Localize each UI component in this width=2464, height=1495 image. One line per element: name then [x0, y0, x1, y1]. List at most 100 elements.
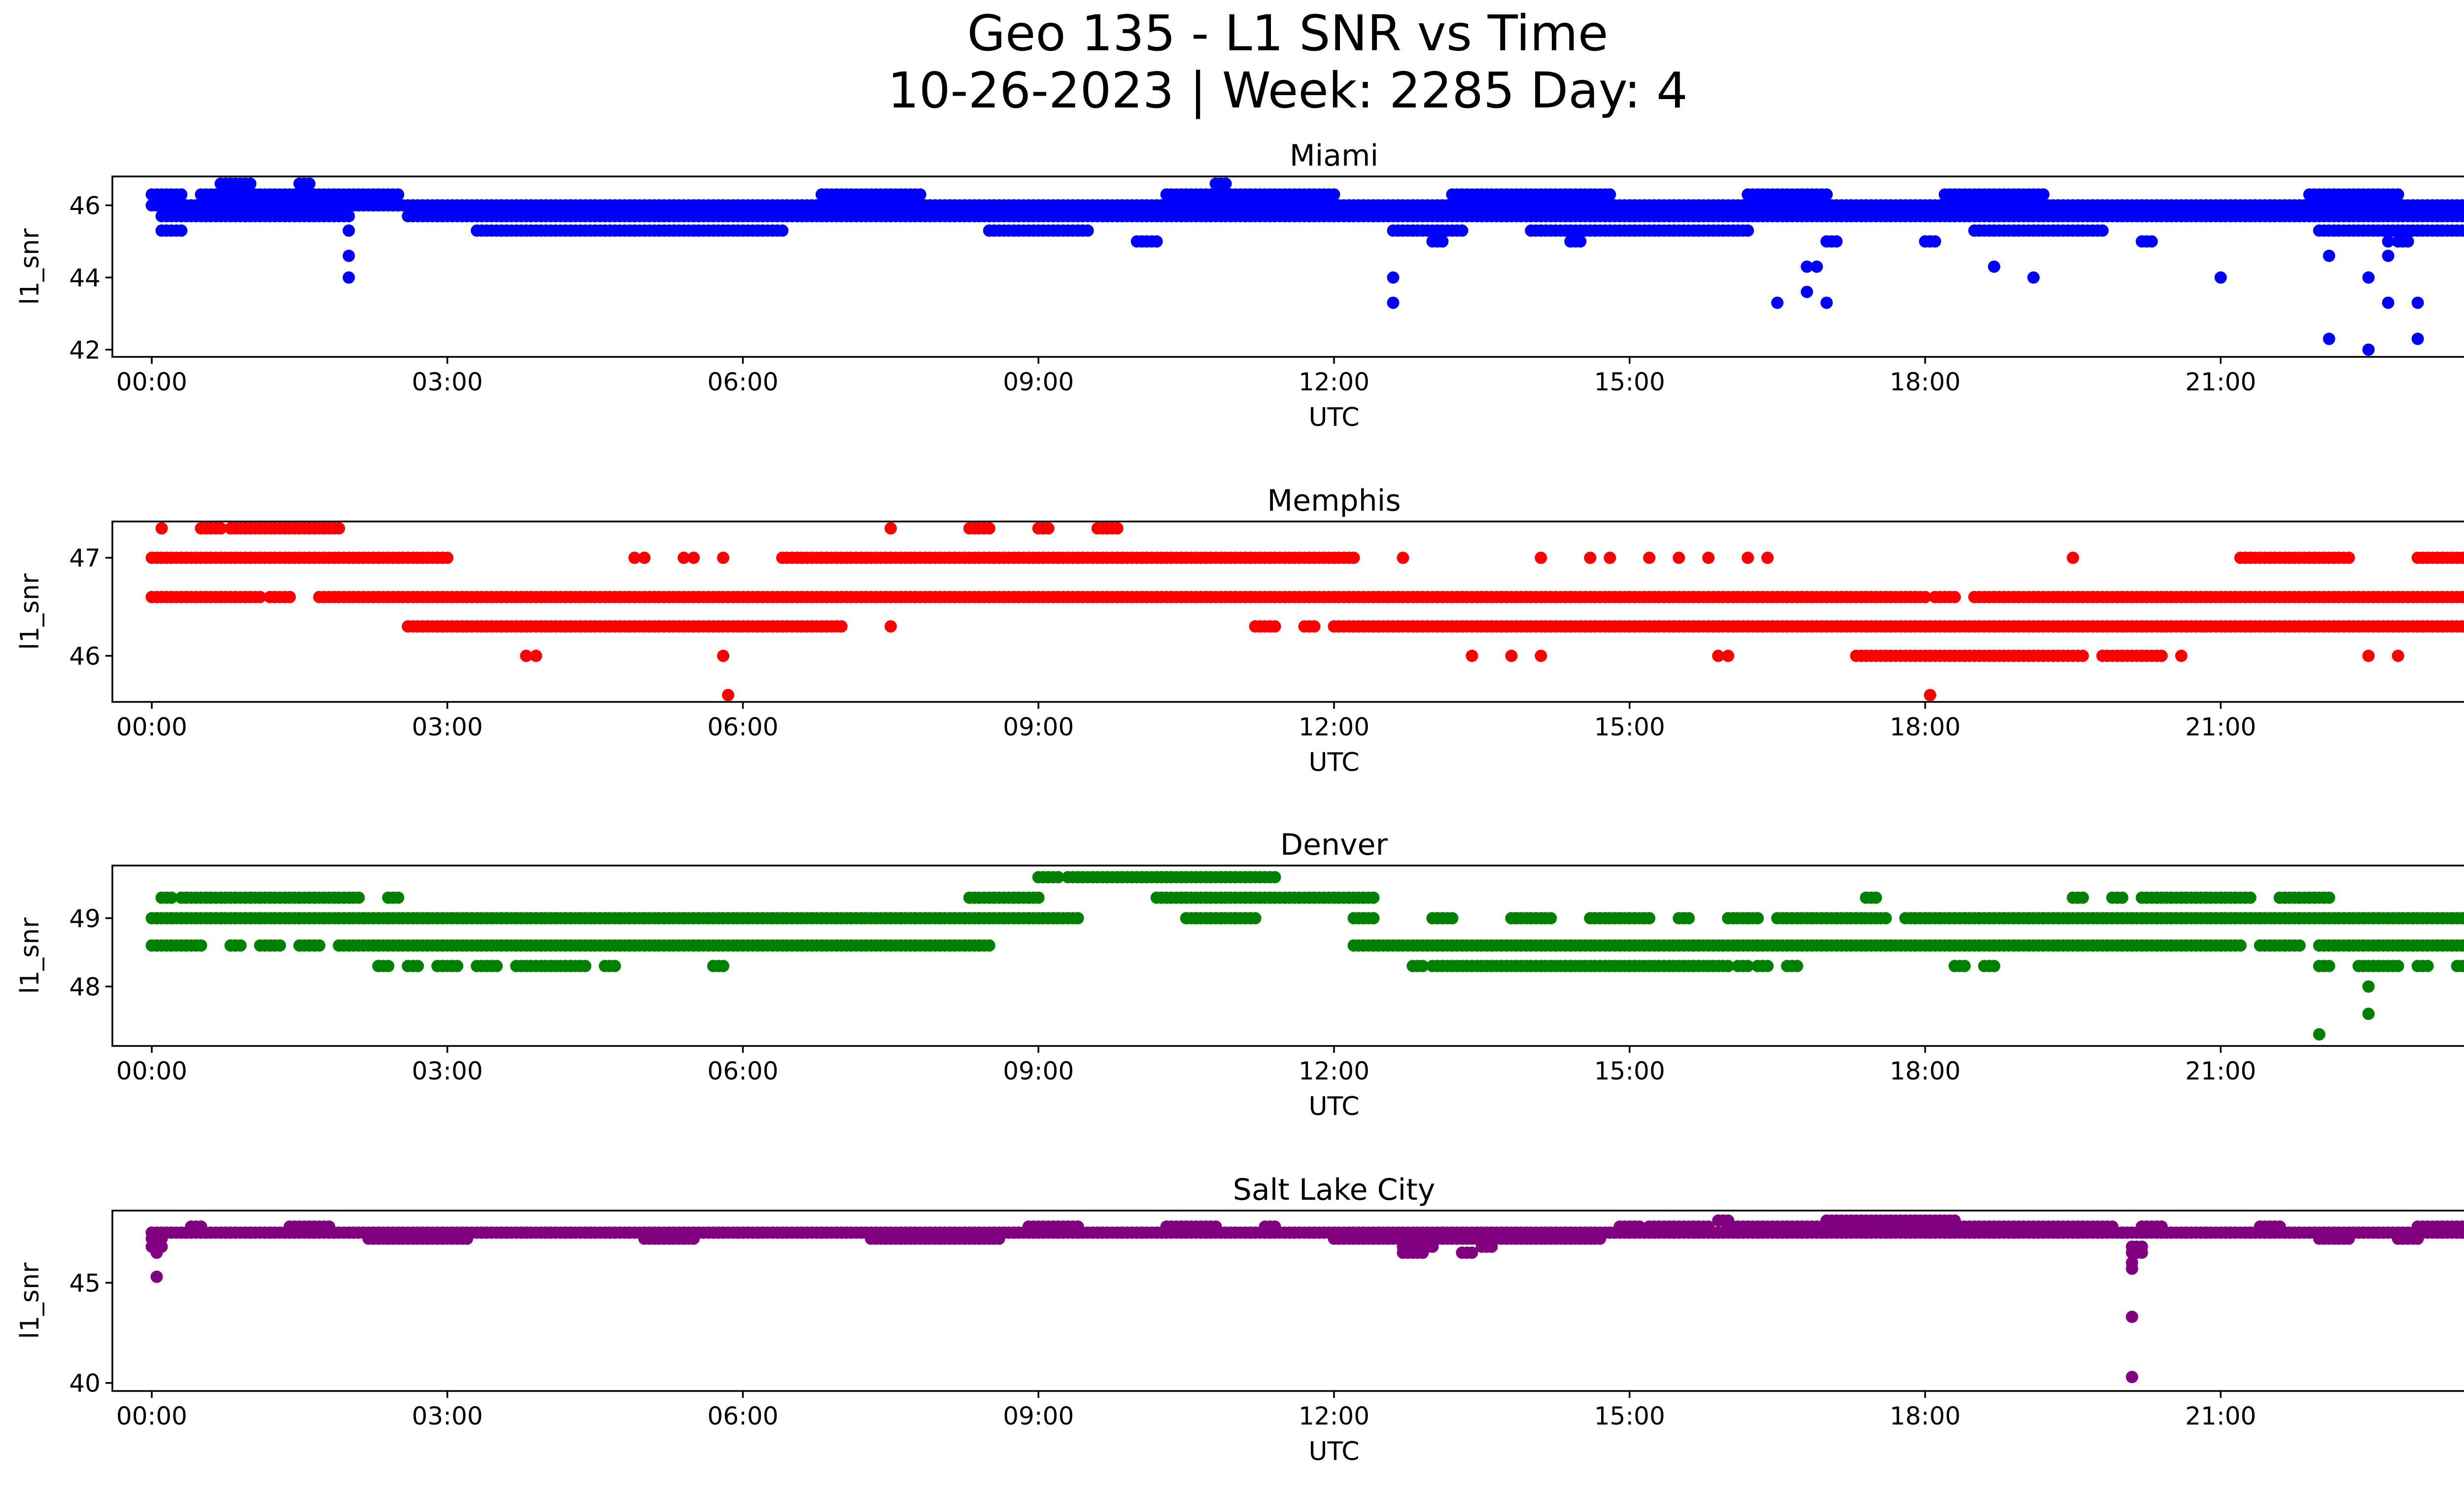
miami-point — [175, 224, 188, 237]
denver-point — [1742, 960, 1754, 973]
denver-y-axis-label: l1_snr — [15, 917, 45, 994]
miami-point — [1436, 235, 1449, 248]
memphis-point — [2392, 650, 2404, 662]
salt-lake-city-x-tick-label: 06:00 — [707, 1402, 778, 1430]
memphis-point — [2076, 650, 2089, 662]
denver-point — [411, 960, 424, 973]
denver-point — [1249, 912, 1262, 925]
memphis-point — [1604, 552, 1616, 564]
memphis-point — [884, 522, 897, 535]
denver-point — [392, 891, 405, 904]
miami-point — [175, 188, 188, 201]
salt-lake-city-x-tick-label: 12:00 — [1299, 1402, 1369, 1430]
denver-x-tick-label: 00:00 — [116, 1057, 187, 1085]
salt-lake-city-point — [1466, 1246, 1478, 1259]
miami-series — [145, 177, 2464, 356]
memphis-point — [530, 650, 543, 662]
denver-point — [1870, 891, 1882, 904]
miami-point — [1604, 188, 1616, 201]
denver-point — [382, 960, 395, 973]
memphis-point — [1397, 552, 1409, 564]
memphis-point — [722, 689, 734, 701]
miami-point — [2362, 271, 2375, 284]
denver-point — [983, 939, 995, 952]
memphis-point — [1742, 552, 1754, 564]
salt-lake-city-point — [1949, 1214, 1961, 1227]
miami-point — [1771, 296, 1784, 309]
memphis-point — [283, 591, 296, 603]
salt-lake-city-x-tick-label: 21:00 — [2185, 1402, 2256, 1430]
salt-lake-city-x-tick-label: 15:00 — [1594, 1402, 1665, 1430]
denver-point — [1446, 912, 1459, 925]
miami-point — [342, 224, 355, 237]
salt-lake-city-point — [2135, 1246, 2148, 1259]
memphis-point — [717, 650, 729, 662]
memphis-point — [2066, 552, 2079, 564]
denver-y-tick-label: 48 — [69, 973, 101, 1001]
miami-x-tick-label: 15:00 — [1594, 368, 1665, 396]
salt-lake-city-x-axis-label: UTC — [1308, 1437, 1359, 1466]
memphis-x-axis-label: UTC — [1308, 748, 1359, 777]
memphis-point — [1535, 552, 1547, 564]
memphis-point — [717, 552, 729, 564]
denver-point — [2323, 960, 2335, 973]
denver-point — [451, 960, 464, 973]
denver-point — [1880, 912, 1892, 925]
memphis-point — [1535, 650, 1547, 662]
miami-point — [1219, 177, 1232, 190]
salt-lake-city-title: Salt Lake City — [1233, 1173, 1436, 1207]
salt-lake-city-point — [323, 1220, 336, 1233]
miami-x-tick-label: 12:00 — [1299, 368, 1369, 396]
memphis-y-tick-label: 46 — [69, 642, 101, 671]
denver-point — [2461, 912, 2464, 924]
salt-lake-city-point — [150, 1246, 163, 1259]
miami-point — [303, 177, 316, 190]
memphis-point — [254, 591, 267, 603]
denver-x-tick-label: 18:00 — [1889, 1057, 1960, 1085]
memphis-x-tick-label: 09:00 — [1003, 713, 1074, 741]
memphis-point — [1761, 552, 1774, 564]
salt-lake-city-x-tick-label: 18:00 — [1889, 1402, 1960, 1430]
memphis-point — [2342, 552, 2355, 564]
memphis-point — [155, 522, 168, 535]
denver-point — [1042, 871, 1055, 884]
miami-point — [2461, 200, 2464, 211]
denver-point — [2461, 960, 2464, 972]
memphis-x-tick-label: 03:00 — [412, 713, 483, 741]
memphis-point — [678, 552, 690, 564]
denver-series — [145, 871, 2464, 1041]
salt-lake-city-x-tick-label: 03:00 — [412, 1402, 483, 1430]
salt-lake-city-point — [2106, 1220, 2119, 1233]
miami-point — [1456, 224, 1469, 237]
memphis-x-tick-label: 00:00 — [116, 713, 187, 741]
memphis-point — [1268, 620, 1281, 633]
salt-lake-city-series — [145, 1214, 2464, 1383]
memphis-point — [1712, 650, 1725, 662]
denver-point — [1544, 912, 1557, 925]
memphis-y-tick-label: 47 — [69, 544, 101, 573]
memphis-point — [1949, 591, 1961, 603]
denver-point — [490, 960, 503, 973]
miami-point — [2392, 188, 2404, 201]
miami-x-tick-label: 03:00 — [412, 368, 483, 396]
salt-lake-city-point — [2155, 1220, 2168, 1233]
memphis-point — [441, 552, 454, 564]
salt-lake-city-point — [2125, 1371, 2138, 1383]
miami-point — [1387, 296, 1400, 309]
salt-lake-city-point — [2342, 1232, 2355, 1245]
denver-point — [2362, 1008, 2375, 1020]
miami-point — [776, 224, 788, 237]
memphis-point — [333, 522, 345, 535]
miami-point — [342, 210, 355, 222]
salt-lake-city-point — [1426, 1240, 1439, 1253]
miami-x-tick-label: 09:00 — [1003, 368, 1074, 396]
memphis-y-axis-label: l1_snr — [15, 573, 45, 650]
denver-point — [717, 960, 729, 973]
miami-point — [2145, 235, 2158, 248]
denver-point — [609, 960, 621, 973]
denver-point — [1367, 912, 1380, 925]
miami-point — [342, 249, 355, 262]
miami-y-tick-label: 46 — [69, 192, 101, 220]
denver-point — [234, 939, 247, 952]
